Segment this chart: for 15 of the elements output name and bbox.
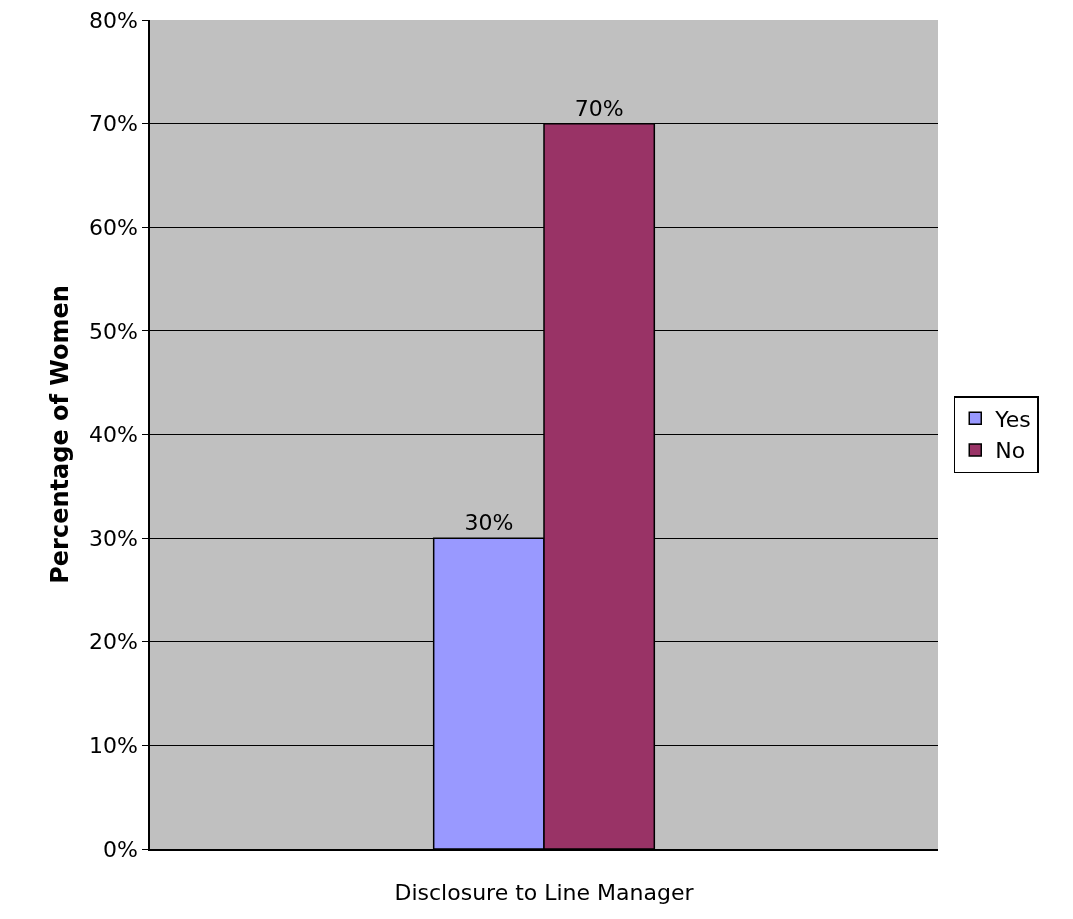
- y-axis-title: Percentage of Women: [45, 285, 74, 584]
- data-label: 30%: [464, 510, 514, 536]
- y-tick-label: 60%: [88, 214, 138, 240]
- data-label: 70%: [574, 95, 624, 121]
- y-tick-label: 70%: [88, 111, 138, 137]
- y-tick-label: 10%: [88, 733, 138, 759]
- y-tick-label: 50%: [88, 318, 138, 344]
- legend-label: No: [995, 438, 1026, 464]
- y-tick-label: 40%: [88, 422, 138, 448]
- y-tick-label: 20%: [88, 629, 138, 655]
- legend-label: Yes: [994, 406, 1031, 432]
- y-tick-label: 0%: [102, 836, 138, 862]
- y-tick-label: 30%: [88, 525, 138, 551]
- x-axis-title: Disclosure to Line Manager: [394, 879, 695, 905]
- y-tick-label: 80%: [88, 7, 138, 33]
